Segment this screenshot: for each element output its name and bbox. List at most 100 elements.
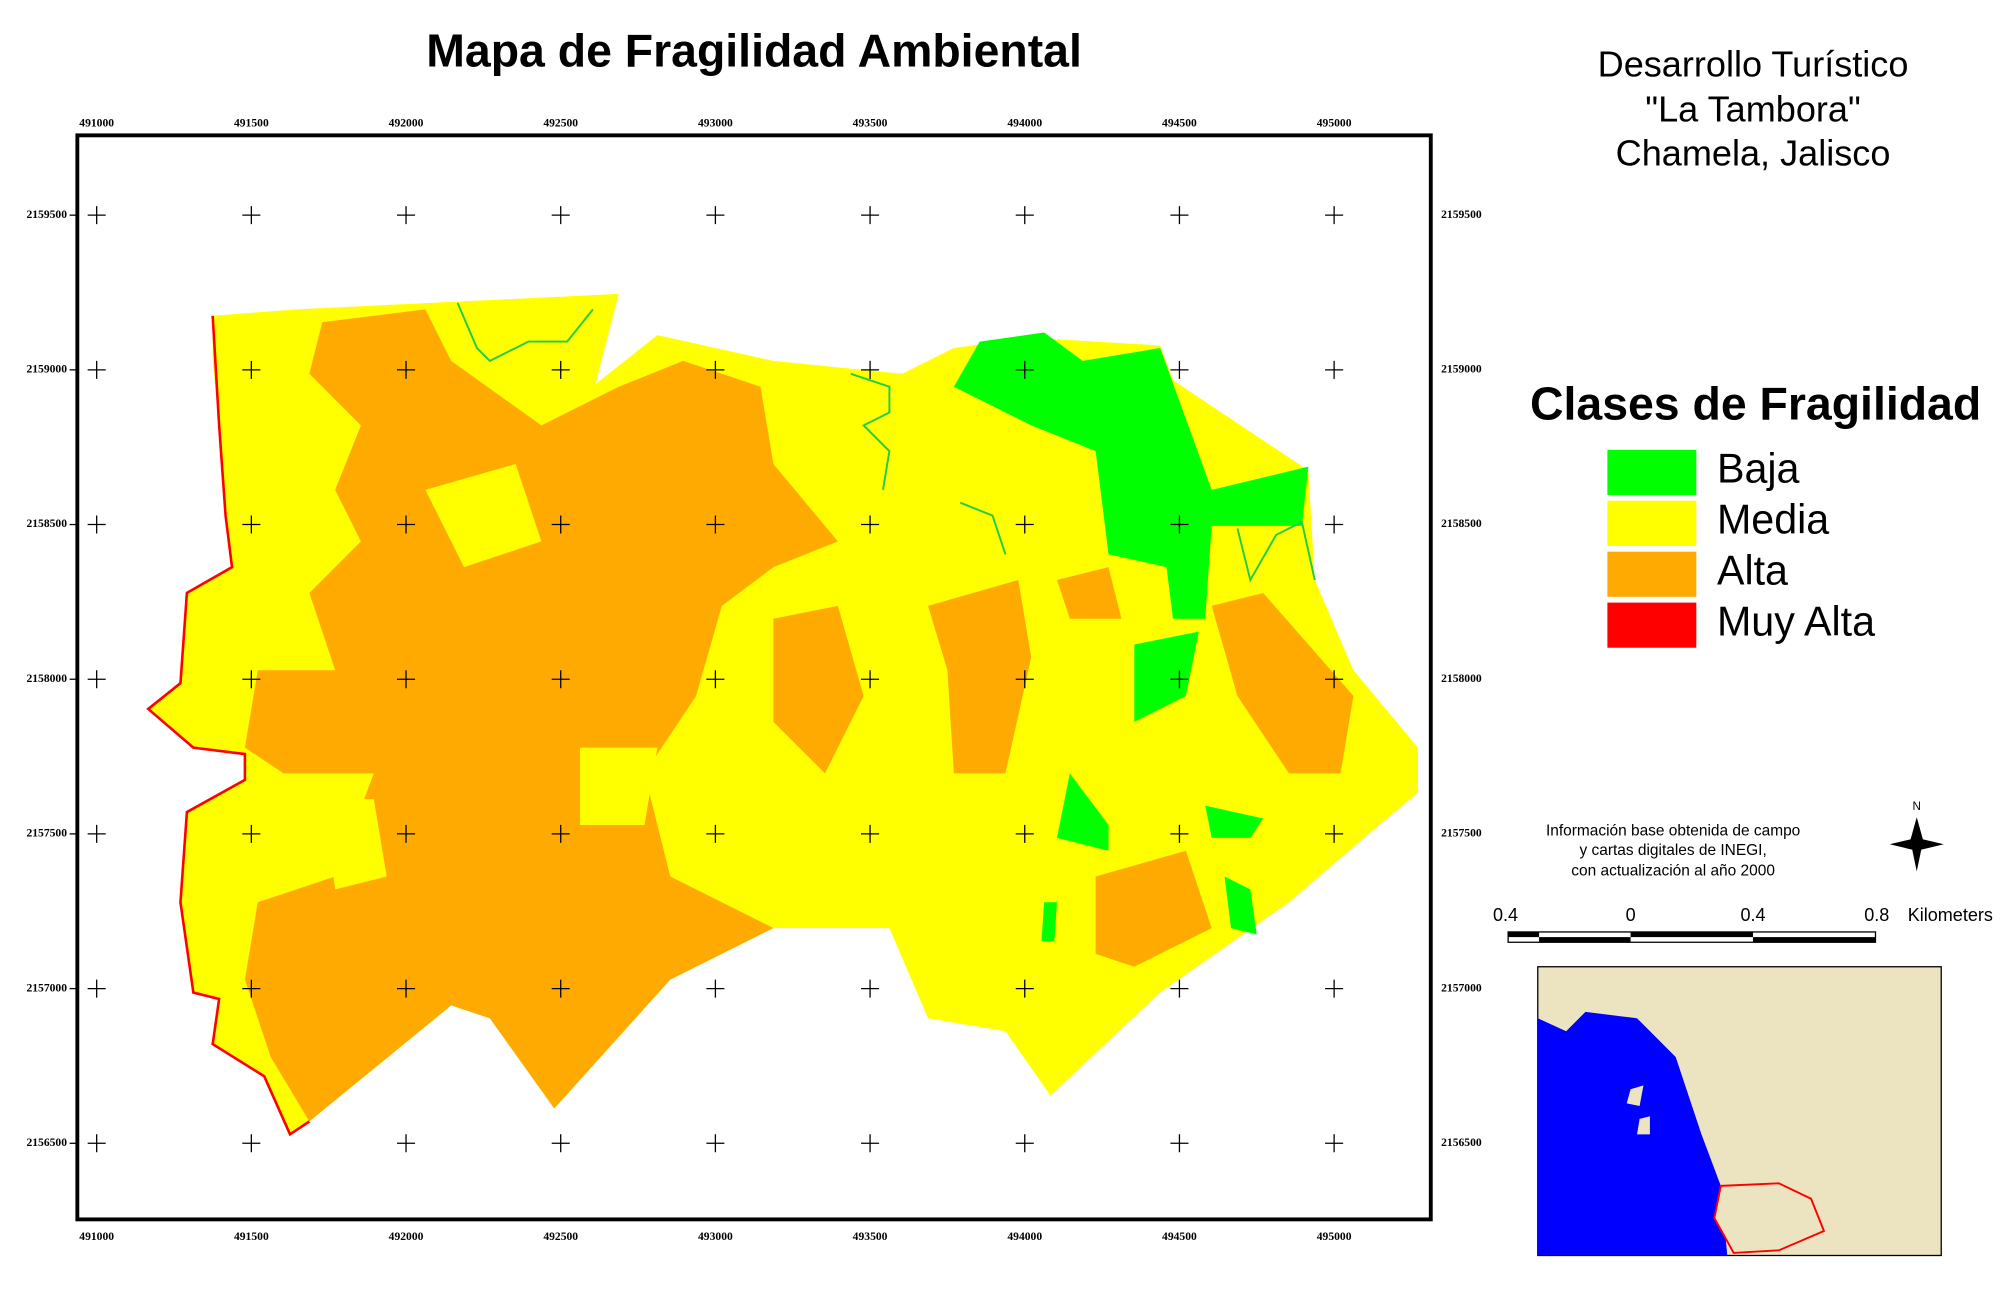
alta-area xyxy=(1211,592,1354,774)
y-tick-label: 2158500 xyxy=(26,517,67,530)
header-line: Chamela, Jalisco xyxy=(1616,133,1891,174)
grid-cross xyxy=(1015,360,1034,379)
grid-cross xyxy=(706,1134,725,1153)
y-tick-label: 2157000 xyxy=(1441,981,1482,994)
note-line: y cartas digitales de INEGI, xyxy=(1580,842,1767,859)
header-line: Desarrollo Turístico xyxy=(1598,44,1909,85)
grid-cross xyxy=(87,1134,106,1153)
scale-label: 0.8 xyxy=(1864,905,1889,925)
grid-cross xyxy=(1170,206,1189,225)
media-area xyxy=(580,747,658,825)
grid-cross xyxy=(1015,670,1034,689)
x-tick-label: 492000 xyxy=(389,1230,424,1243)
note-line: con actualización al año 2000 xyxy=(1571,862,1775,879)
baja-area xyxy=(1134,631,1199,722)
alta-area xyxy=(928,580,1032,774)
grid-cross xyxy=(551,515,570,534)
grid-cross xyxy=(397,515,416,534)
grid-cross xyxy=(1015,979,1034,998)
grid-cross xyxy=(1015,1134,1034,1153)
grid-cross xyxy=(397,670,416,689)
grid-cross xyxy=(861,360,880,379)
alta-area xyxy=(1095,850,1212,967)
scale-label: 0 xyxy=(1626,905,1636,925)
x-tick-label: 493000 xyxy=(698,116,733,129)
grid-cross xyxy=(551,1134,570,1153)
legend-label: Muy Alta xyxy=(1717,598,1875,644)
media-area xyxy=(425,464,542,568)
baja-area xyxy=(1041,902,1057,941)
grid-cross xyxy=(551,670,570,689)
legend-swatch xyxy=(1607,551,1697,597)
legend-swatch xyxy=(1607,602,1697,648)
x-tick-label: 495000 xyxy=(1317,1230,1352,1243)
scale-label: 0.4 xyxy=(1493,905,1518,925)
grid-cross xyxy=(706,979,725,998)
media-area xyxy=(322,799,387,890)
north-arrow: N xyxy=(1889,800,1944,872)
grid-cross xyxy=(242,206,261,225)
inset-map xyxy=(1537,966,1942,1257)
grid-cross xyxy=(1170,515,1189,534)
legend-title: Clases de Fragilidad xyxy=(1530,378,1981,430)
x-tick-label: 495000 xyxy=(1317,116,1352,129)
alta-area xyxy=(773,605,864,774)
north-label: N xyxy=(1913,800,1921,813)
river xyxy=(850,372,891,490)
grid-cross xyxy=(87,824,106,843)
y-tick-label: 2159000 xyxy=(26,363,67,376)
grid-cross xyxy=(1325,670,1344,689)
grid-cross xyxy=(861,515,880,534)
layout: Mapa de Fragilidad Ambiental Desarrollo … xyxy=(26,24,1993,1257)
grid-cross xyxy=(87,515,106,534)
grid-cross xyxy=(551,206,570,225)
grid-cross xyxy=(242,979,261,998)
legend-label: Baja xyxy=(1717,446,1800,492)
scale-bar: 0.4 0 0.4 0.8 Kilometers xyxy=(1493,905,1993,943)
grid-cross xyxy=(242,824,261,843)
grid-cross xyxy=(242,515,261,534)
note-line: Información base obtenida de campo xyxy=(1546,822,1800,839)
grid-cross xyxy=(1325,206,1344,225)
grid-cross xyxy=(1015,824,1034,843)
map-title: Mapa de Fragilidad Ambiental xyxy=(426,24,1082,76)
grid-cross xyxy=(397,979,416,998)
grid-cross xyxy=(1325,824,1344,843)
x-tick-label: 491500 xyxy=(234,116,269,129)
grid-cross xyxy=(551,360,570,379)
grid-cross xyxy=(706,670,725,689)
river xyxy=(1236,520,1316,583)
grid-cross xyxy=(1170,670,1189,689)
baja-area xyxy=(1205,805,1264,838)
x-tick-label: 493500 xyxy=(853,116,888,129)
x-tick-label: 491000 xyxy=(79,116,114,129)
grid-cross xyxy=(87,670,106,689)
grid-cross xyxy=(242,1134,261,1153)
legend-label: Alta xyxy=(1717,547,1788,593)
x-tick-label: 491500 xyxy=(234,1230,269,1243)
x-tick-label: 492500 xyxy=(543,1230,578,1243)
grid-cross xyxy=(87,360,106,379)
grid-cross xyxy=(1170,360,1189,379)
y-tick-label: 2159000 xyxy=(1441,363,1482,376)
y-tick-label: 2156500 xyxy=(1441,1136,1482,1149)
header-line: "La Tambora" xyxy=(1645,89,1860,130)
grid-cross xyxy=(1325,979,1344,998)
grid-cross xyxy=(1325,515,1344,534)
grid-cross xyxy=(397,1134,416,1153)
grid-cross xyxy=(397,360,416,379)
grid-cross xyxy=(1170,1134,1189,1153)
y-tick-label: 2159500 xyxy=(1441,208,1482,221)
grid-cross xyxy=(1170,824,1189,843)
x-tick-label: 493000 xyxy=(698,1230,733,1243)
grid-cross xyxy=(551,979,570,998)
grid-cross xyxy=(706,824,725,843)
grid-cross xyxy=(397,824,416,843)
grid-cross xyxy=(861,824,880,843)
legend-label: Media xyxy=(1717,497,1829,543)
grid-cross xyxy=(397,206,416,225)
legend-swatch xyxy=(1607,449,1697,495)
y-tick-label: 2158000 xyxy=(26,672,67,685)
